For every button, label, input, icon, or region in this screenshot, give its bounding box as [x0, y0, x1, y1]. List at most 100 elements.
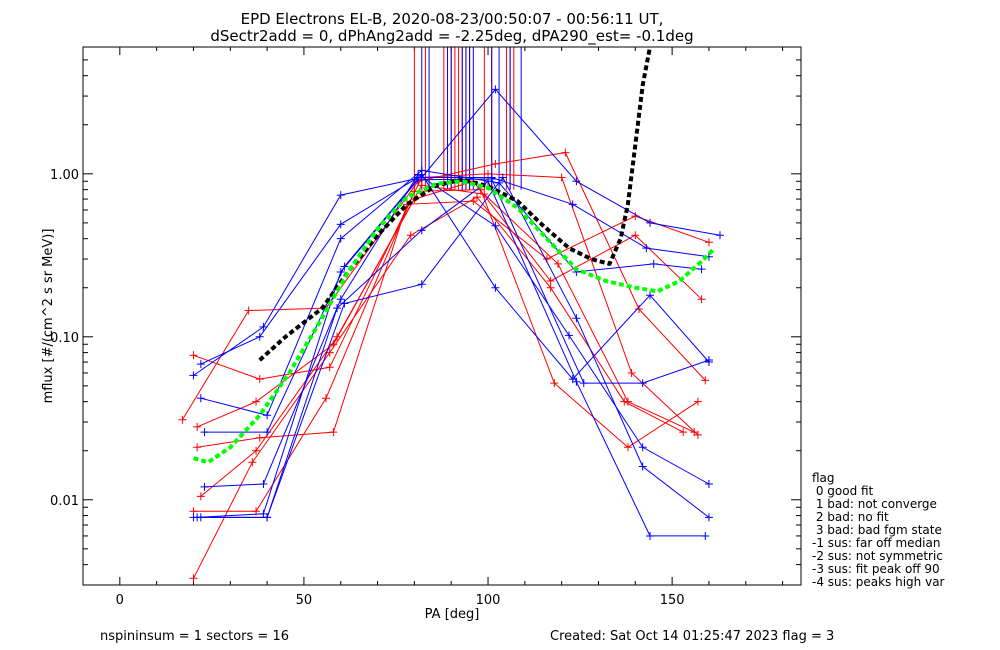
series-line-red	[197, 200, 710, 448]
data-point-red	[491, 159, 500, 168]
data-point-blue	[572, 314, 581, 323]
data-point-blue	[568, 200, 577, 209]
data-point-blue	[193, 513, 202, 522]
legend-item: -3 sus: fit peak off 90	[812, 562, 940, 576]
data-point-red	[333, 332, 342, 341]
data-point-blue	[498, 173, 507, 182]
legend-item: -1 sus: far off median	[812, 536, 940, 550]
legend-item: 3 bad: bad fgm state	[812, 523, 942, 537]
series-line-blue	[197, 178, 710, 518]
data-point-blue	[414, 175, 423, 184]
series-line-red	[181, 152, 706, 420]
data-point-red	[244, 306, 253, 315]
footer-created: Created: Sat Oct 14 01:25:47 2023 flag =…	[550, 629, 834, 644]
series-line-blue	[193, 176, 710, 518]
data-point-blue	[200, 428, 209, 437]
y-tick-label: 0.10	[50, 331, 79, 346]
chart-title: EPD Electrons EL-B, 2020-08-23/00:50:07 …	[241, 10, 664, 28]
x-tick-label: 0	[116, 593, 124, 608]
series-line-red	[196, 184, 695, 433]
data-point-blue	[263, 428, 272, 437]
data-point-blue	[646, 531, 655, 540]
data-point-red	[255, 375, 264, 384]
data-point-blue	[336, 295, 345, 304]
data-point-blue	[704, 356, 713, 365]
data-point-red	[469, 197, 478, 206]
data-point-red	[189, 574, 198, 583]
y-tick-label: 0.01	[50, 494, 79, 509]
data-point-red	[546, 283, 555, 292]
legend-item: -4 sus: peaks high var	[812, 575, 945, 589]
data-point-blue	[638, 462, 647, 471]
x-tick-label: 100	[476, 593, 501, 608]
x-tick-label: 150	[660, 593, 685, 608]
data-point-red	[193, 422, 202, 431]
data-point-blue	[646, 291, 655, 300]
legend-item: 0 good fit	[812, 484, 874, 498]
y-tick-label: 1.00	[50, 168, 79, 183]
data-point-blue	[704, 479, 713, 488]
data-point-red	[697, 295, 706, 304]
plot-frame	[82, 46, 802, 586]
footer-info: nspininsum = 1 sectors = 16	[100, 629, 289, 644]
data-point-red	[322, 394, 331, 403]
x-tick-label: 50	[296, 593, 313, 608]
data-point-blue	[417, 280, 426, 289]
data-point-red	[189, 351, 198, 360]
data-point-red	[325, 363, 334, 372]
data-point-blue	[491, 283, 500, 292]
data-point-red	[553, 259, 562, 268]
data-point-red	[693, 397, 702, 406]
data-point-red	[701, 376, 710, 385]
data-point-red	[329, 428, 338, 437]
data-point-blue	[200, 482, 209, 491]
data-point-red	[557, 173, 566, 182]
data-point-blue	[417, 226, 426, 235]
series-line-blue	[204, 173, 710, 488]
data-point-red	[620, 397, 629, 406]
data-point-red	[252, 446, 261, 455]
data-point-blue	[333, 304, 342, 313]
data-point-blue	[259, 322, 268, 331]
data-point-red	[248, 458, 257, 467]
data-point-blue	[638, 379, 647, 388]
legend: 0 good fit 1 bad: not converge 2 bad: no…	[812, 484, 945, 589]
chart-subtitle: dSectr2add = 0, dPhAng2add = -2.25deg, d…	[210, 27, 693, 46]
data-point-blue	[196, 394, 205, 403]
series-line-blue	[200, 180, 706, 537]
data-point-blue	[259, 479, 268, 488]
data-point-blue	[487, 174, 496, 183]
data-point-blue	[263, 513, 272, 522]
data-point-red	[679, 428, 688, 437]
data-point-blue	[336, 191, 345, 200]
series-line-red	[200, 180, 702, 497]
series-line-blue	[204, 173, 710, 433]
legend-item: 1 bad: not converge	[812, 497, 937, 511]
data-point-blue	[642, 244, 651, 253]
data-point-red	[417, 181, 426, 190]
data-point-red	[406, 231, 415, 240]
data-point-blue	[697, 265, 706, 274]
data-point-red	[255, 433, 264, 442]
data-point-blue	[263, 411, 272, 420]
data-point-red	[550, 379, 559, 388]
data-point-red	[193, 443, 202, 452]
data-point-red	[178, 415, 187, 424]
legend-item: -2 sus: not symmetric	[812, 549, 943, 563]
data-point-red	[627, 368, 636, 377]
data-point-red	[196, 492, 205, 501]
data-point-blue	[565, 331, 574, 340]
data-point-blue	[572, 177, 581, 186]
data-point-blue	[255, 332, 264, 341]
data-point-red	[472, 193, 481, 202]
data-point-blue	[572, 377, 581, 386]
data-point-blue	[579, 379, 588, 388]
x-axis-label: PA [deg]	[425, 607, 480, 622]
data-point-blue	[638, 443, 647, 452]
data-point-red	[634, 305, 643, 314]
data-point-blue	[336, 267, 345, 276]
data-point-blue	[336, 220, 345, 229]
data-point-red	[631, 231, 640, 240]
data-point-blue	[196, 360, 205, 369]
data-point-red	[484, 169, 493, 178]
